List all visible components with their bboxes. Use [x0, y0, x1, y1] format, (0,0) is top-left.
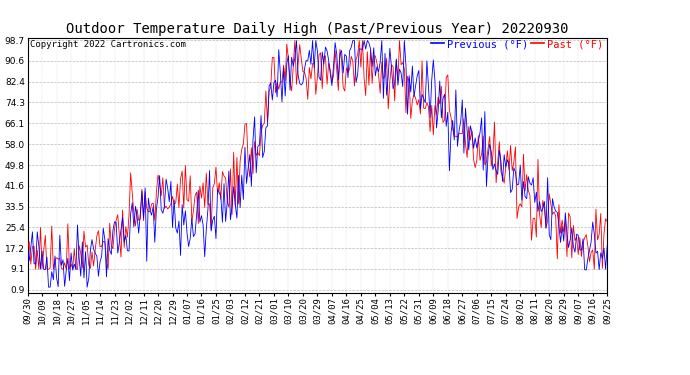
Text: Copyright 2022 Cartronics.com: Copyright 2022 Cartronics.com [30, 40, 186, 49]
Legend: Previous (°F), Past (°F): Previous (°F), Past (°F) [427, 35, 607, 53]
Title: Outdoor Temperature Daily High (Past/Previous Year) 20220930: Outdoor Temperature Daily High (Past/Pre… [66, 22, 569, 36]
